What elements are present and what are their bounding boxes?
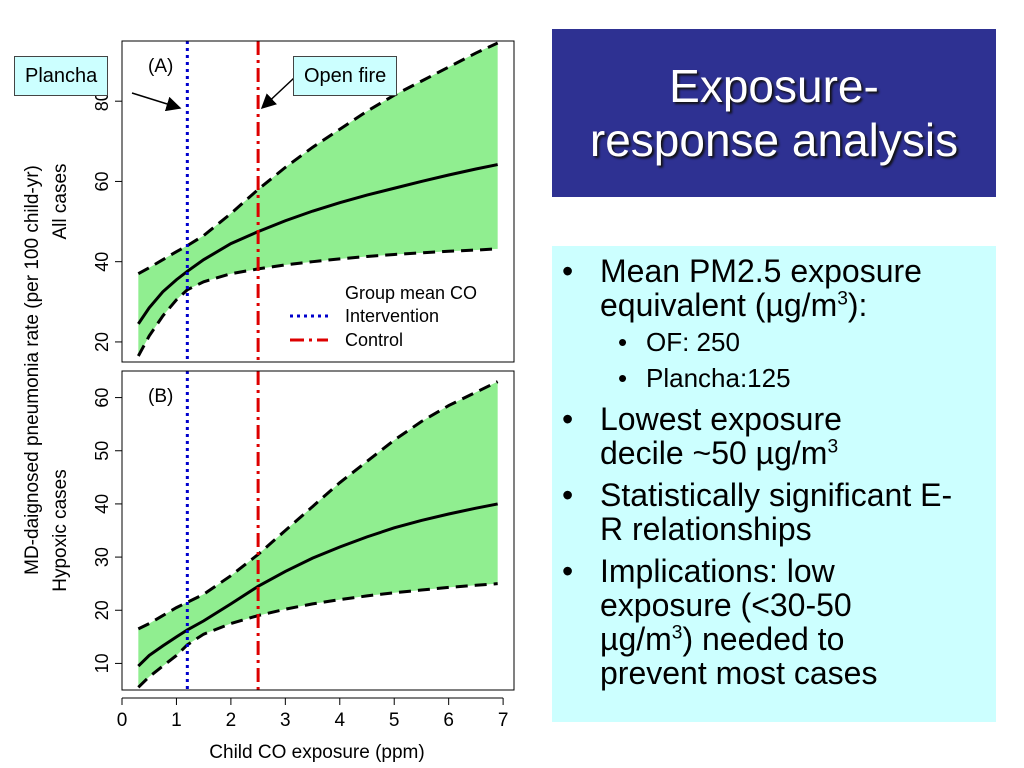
y-tick-label: 60 xyxy=(92,388,112,408)
upper-bound-line xyxy=(137,380,499,631)
central-estimate-line xyxy=(137,502,498,668)
panel-label: (A) xyxy=(148,56,173,77)
shared-y-axis-label: MD-daignosed pneumonia rate (per 100 chi… xyxy=(22,165,43,575)
legend-title: Group mean CO xyxy=(345,283,477,303)
x-tick-label: 1 xyxy=(171,710,182,731)
bullet-mean-exposure: Mean PM2.5 exposure equivalent (µg/m3): xyxy=(552,254,970,322)
legend-entry: Control xyxy=(345,330,403,350)
lower-bound-line xyxy=(137,247,498,357)
x-axis-label: Child CO exposure (ppm) xyxy=(209,742,424,763)
x-tick-label: 4 xyxy=(334,710,345,731)
confidence-band xyxy=(138,381,498,688)
open-fire-callout: Open fire xyxy=(293,56,398,96)
central-estimate-line xyxy=(137,163,498,325)
bullet-significant: Statistically significant E-R relationsh… xyxy=(552,478,970,546)
y-tick-label: 20 xyxy=(92,600,112,620)
plancha-arrow xyxy=(131,92,182,112)
y-tick-label: 40 xyxy=(92,252,112,272)
plancha-callout: Plancha xyxy=(14,56,109,96)
x-tick-label: 3 xyxy=(280,710,291,731)
open-fire-arrow xyxy=(260,77,295,110)
bullet-implications: Implications: low exposure (<30-50 µg/m3… xyxy=(552,554,930,690)
sub-bullet-plancha: Plancha:125 xyxy=(552,360,996,396)
panel-b-hypoxic-cases: 10 20 30 40 50 60 (B) Hypoxic cases 0 1 2 3 4 5 6 7 xyxy=(50,370,515,731)
panel-a-all-cases: 20 40 60 80 (A) All cases Group mean CO Interve… xyxy=(50,40,515,363)
y-tick-label: 30 xyxy=(92,547,112,567)
x-tick-label: 6 xyxy=(443,710,454,731)
confidence-band xyxy=(138,43,498,356)
y-tick-label: 40 xyxy=(92,494,112,514)
y-tick-label: 80 xyxy=(92,91,112,111)
bullet-lowest-decile: Lowest exposure decile ~50 µg/m3 xyxy=(552,402,890,470)
x-tick-label: 2 xyxy=(226,710,237,731)
exposure-response-chart: MD-daignosed pneumonia rate (per 100 chi… xyxy=(22,40,515,763)
y-tick-label: 10 xyxy=(92,653,112,673)
plot-frame xyxy=(121,370,515,691)
y-tick-label: 20 xyxy=(92,332,112,352)
panel-y-axis-label: Hypoxic cases xyxy=(50,469,71,592)
y-tick-label: 50 xyxy=(92,441,112,461)
x-tick-label: 7 xyxy=(498,710,509,731)
legend-entry: Intervention xyxy=(345,306,439,326)
upper-bound-line xyxy=(137,41,499,276)
x-tick-label: 0 xyxy=(117,710,128,731)
sub-bullet-of: OF: 250 xyxy=(552,324,996,360)
title-line-1: Exposure- xyxy=(669,60,879,112)
y-tick-label: 60 xyxy=(92,171,112,191)
title-line-2: response analysis xyxy=(589,114,959,166)
x-tick-label: 5 xyxy=(389,710,400,731)
lower-bound-line xyxy=(137,582,498,689)
bullet-panel: Mean PM2.5 exposure equivalent (µg/m3): … xyxy=(552,246,996,722)
panel-label: (B) xyxy=(148,386,173,407)
plot-frame xyxy=(121,40,515,363)
panel-y-axis-label: All cases xyxy=(50,163,71,239)
slide-title: Exposure- response analysis xyxy=(552,29,996,197)
